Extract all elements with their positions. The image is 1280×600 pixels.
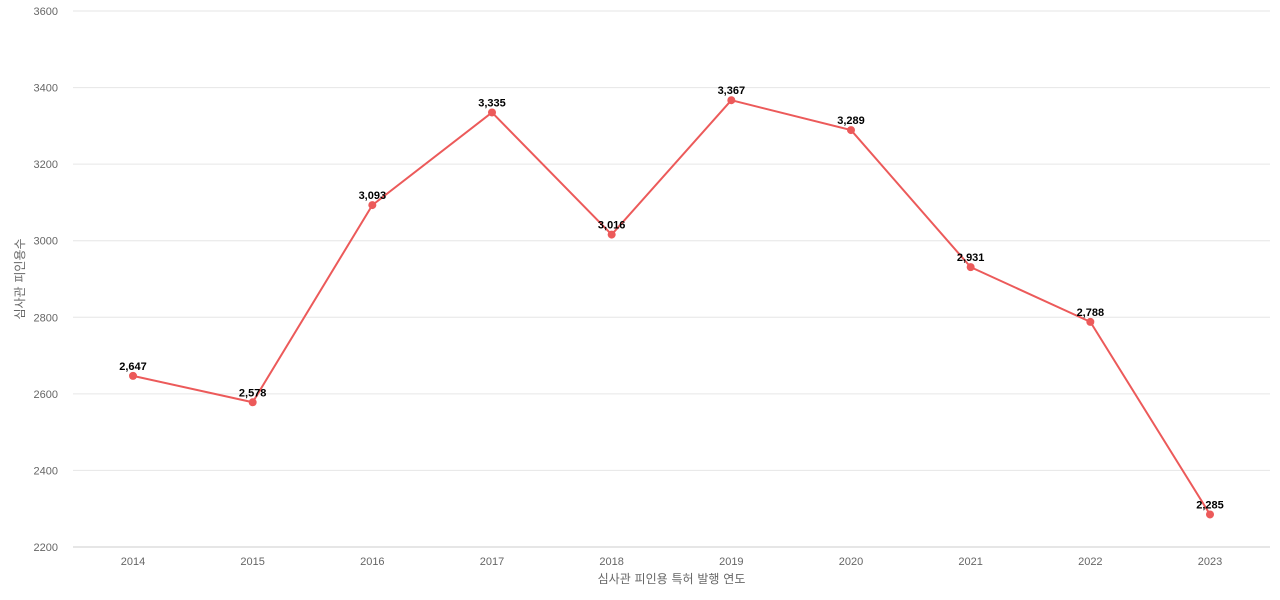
data-point[interactable] [607,230,616,239]
y-tick-label: 2200 [34,542,58,554]
data-label: 2,647 [119,361,147,373]
data-point[interactable] [488,108,496,117]
x-tick-label: 2022 [1078,556,1102,568]
data-point[interactable] [129,371,137,380]
y-tick-label: 3000 [34,236,58,248]
data-label: 2,578 [239,387,267,399]
data-label: 2,788 [1077,307,1105,319]
x-axis-title: 심사관 피인용 특허 발행 연도 [598,571,746,586]
series-layer [132,99,1211,515]
data-label: 3,093 [359,190,387,202]
x-tick-label: 2023 [1198,556,1222,568]
data-point[interactable] [1086,317,1095,326]
data-point[interactable] [248,398,257,407]
data-point[interactable] [368,201,377,210]
data-point[interactable] [727,96,736,105]
series-line [132,99,1211,515]
y-tick-label: 3400 [34,83,58,95]
data-label: 2,931 [957,252,985,264]
x-tick-label: 2021 [958,556,982,568]
data-label: 3,335 [478,97,506,109]
data-label: 3,289 [837,115,865,127]
y-tick-label: 3200 [34,159,58,171]
x-tick-label: 2017 [480,556,504,568]
y-axis-title: 심사관 피인용수 [13,238,27,319]
y-tick-label: 2600 [34,389,58,401]
data-label: 3,367 [718,85,746,97]
y-axis-ticks: 2200 2400 2600 2800 3000 3200 3400 3600 [34,6,58,554]
gridlines [73,10,1270,471]
x-tick-label: 2016 [360,556,384,568]
y-tick-label: 2400 [34,465,58,477]
data-points [129,96,1214,519]
data-point[interactable] [1206,510,1214,519]
x-tick-label: 2019 [719,556,743,568]
data-point[interactable] [966,263,975,272]
data-point[interactable] [847,126,855,135]
data-label: 2,285 [1196,499,1224,511]
x-tick-label: 2018 [599,556,623,568]
x-tick-label: 2014 [121,556,145,568]
x-axis-ticks: 2014 2015 2016 2017 2018 2019 2020 2021 2022 2023 [121,556,1222,568]
data-labels: 2,647 2,578 3,093 3,335 3,016 3,367 3,289 2,931… [119,85,1224,511]
y-tick-label: 3600 [34,6,58,18]
y-tick-label: 2800 [34,312,58,324]
data-label: 3,016 [598,220,626,232]
x-tick-label: 2015 [240,556,264,568]
x-tick-label: 2020 [839,556,863,568]
